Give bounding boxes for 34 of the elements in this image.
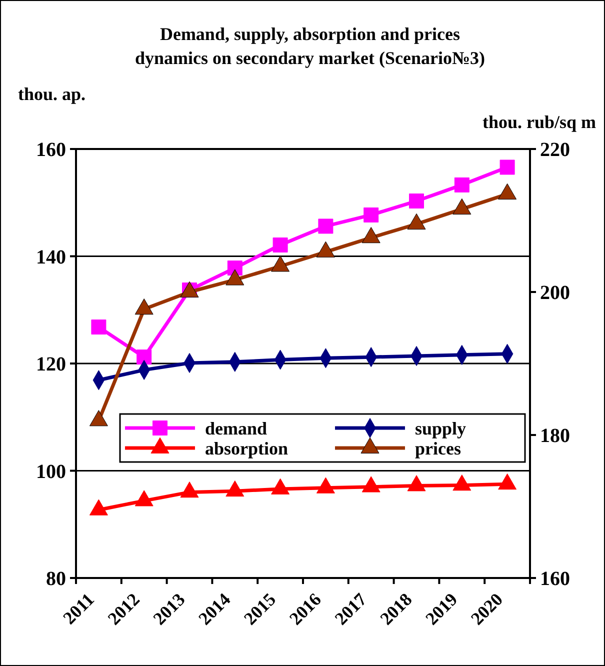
y-tick-label: 160 bbox=[36, 139, 66, 161]
legend-label: absorption bbox=[205, 438, 288, 458]
y-tick-label: 120 bbox=[36, 354, 66, 376]
point bbox=[452, 474, 472, 491]
y2-axis-title: thou. rub/sq m bbox=[482, 112, 596, 132]
y2-tick-label: 200 bbox=[540, 282, 570, 304]
point bbox=[498, 474, 517, 490]
legend-label: prices bbox=[415, 438, 461, 458]
y-axis-title: thou. ap. bbox=[18, 84, 86, 104]
point bbox=[318, 218, 334, 234]
point bbox=[454, 177, 470, 192]
y2-tick-label: 220 bbox=[540, 139, 570, 161]
point bbox=[364, 207, 379, 222]
point bbox=[226, 480, 244, 497]
point bbox=[272, 237, 288, 252]
point bbox=[136, 350, 152, 365]
y2-tick-label: 180 bbox=[540, 425, 570, 447]
legend-label: demand bbox=[205, 418, 268, 438]
y-tick-label: 140 bbox=[36, 246, 66, 268]
point bbox=[316, 477, 335, 494]
chart-title: Demand, supply, absorption and prices dynamics on secondary market (Scenario№3) bbox=[134, 24, 486, 68]
point bbox=[409, 194, 424, 209]
point bbox=[362, 476, 380, 492]
legend-label: supply bbox=[415, 418, 466, 438]
point bbox=[134, 490, 154, 506]
y-tick-label: 100 bbox=[36, 460, 66, 483]
point bbox=[407, 475, 426, 492]
point bbox=[89, 499, 108, 516]
y-tick-label: 80 bbox=[46, 568, 66, 590]
point bbox=[180, 482, 199, 498]
point bbox=[500, 160, 515, 175]
point bbox=[271, 478, 290, 494]
y2-tick-label: 160 bbox=[540, 568, 570, 590]
point bbox=[91, 320, 106, 335]
